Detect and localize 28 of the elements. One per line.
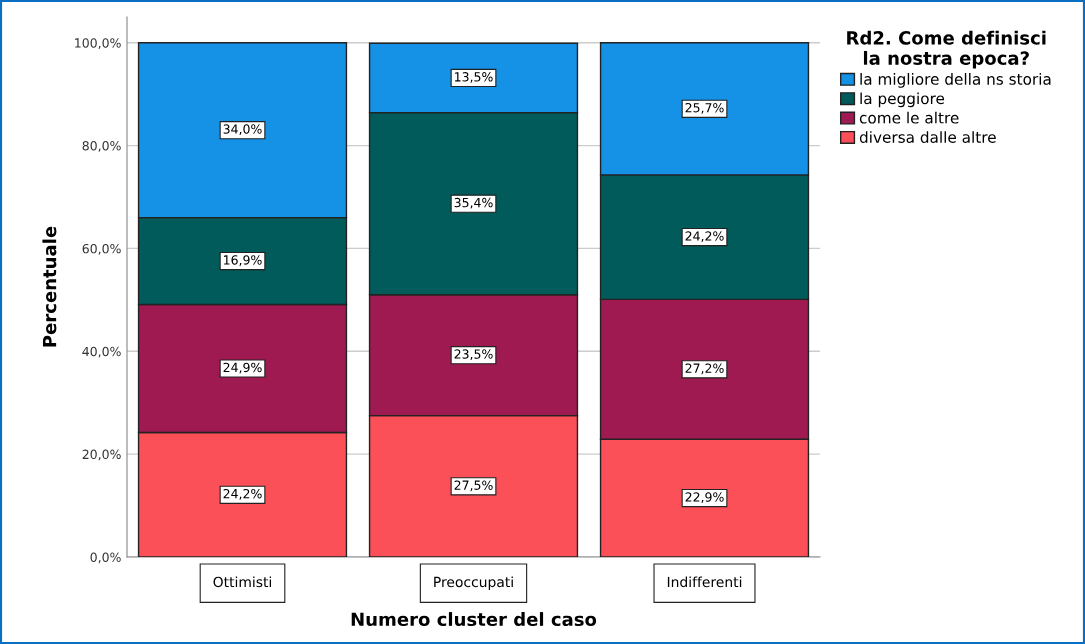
y-tick-label: 20,0% — [82, 449, 121, 461]
legend-title: Rd2. Come definisci la nostra epoca? — [847, 30, 1046, 69]
data-label: 27,5% — [454, 480, 493, 492]
legend-label: diversa dalle altre — [859, 131, 996, 143]
data-label: 23,5% — [454, 349, 493, 361]
data-label: 27,2% — [685, 363, 724, 375]
data-label: 22,9% — [685, 492, 724, 504]
legend-label: la migliore della ns storia — [860, 73, 1051, 88]
data-label: 25,7% — [685, 102, 724, 114]
data-label: 24,2% — [223, 488, 262, 500]
data-label: 16,9% — [224, 255, 262, 266]
x-tick-label: Ottimisti — [213, 576, 272, 588]
x-tick-label: Indifferenti — [667, 576, 742, 588]
data-label: 13,5% — [455, 72, 493, 83]
data-label: 34,0% — [223, 124, 262, 136]
data-label: 24,9% — [223, 362, 262, 374]
data-label: 35,4% — [454, 197, 493, 209]
legend-label: la peggiore — [860, 92, 945, 108]
y-tick-label: 40,0% — [82, 346, 121, 358]
x-axis-title: Numero cluster del caso — [351, 612, 597, 627]
y-tick-label: 100,0% — [75, 38, 121, 49]
y-tick-label: 0,0% — [90, 552, 121, 564]
data-label: 24,2% — [685, 231, 724, 243]
y-tick-label: 80,0% — [82, 141, 121, 152]
x-tick-label: Preoccupati — [434, 576, 513, 590]
y-tick-label: 60,0% — [82, 243, 121, 255]
legend-label: come le altre — [859, 111, 959, 124]
y-axis-title: Percentuale — [42, 226, 57, 347]
